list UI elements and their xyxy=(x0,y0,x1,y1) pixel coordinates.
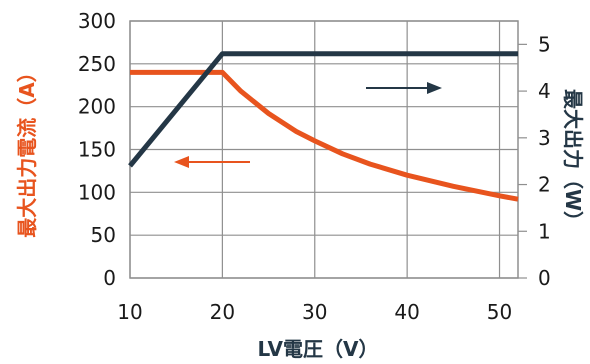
x-axis-title: LV電圧（V） xyxy=(258,337,379,361)
plot-frame xyxy=(129,20,519,279)
y-right-tick-label: 2 xyxy=(538,173,551,197)
y-left-tick-labels: 0 50 100 150 200 250 300 xyxy=(78,9,116,290)
series-line-power xyxy=(128,51,518,168)
y-right-tick-label: 4 xyxy=(538,79,551,103)
y-left-tick-label: 0 xyxy=(103,266,116,290)
annotations xyxy=(174,82,442,168)
x-tick-label: 40 xyxy=(394,300,419,324)
x-tick-label: 50 xyxy=(487,300,512,324)
y-left-tick-label: 150 xyxy=(78,138,116,162)
y-right-tick-label: 1 xyxy=(538,219,551,243)
series-layer xyxy=(128,51,519,202)
y-left-tick-label: 50 xyxy=(91,223,116,247)
x-tick-label: 30 xyxy=(302,300,327,324)
y-left-tick-label: 300 xyxy=(78,9,116,33)
series-line-current xyxy=(130,69,519,202)
y-axis-title-right: 最大出力（W） xyxy=(561,89,585,231)
y-left-tick-label: 100 xyxy=(78,180,116,204)
x-tick-label: 20 xyxy=(210,300,235,324)
y-left-tick-label: 250 xyxy=(78,52,116,76)
x-tick-label: 10 xyxy=(117,300,142,324)
arrow-to-left-axis-head xyxy=(174,156,189,168)
y-left-tick-label: 200 xyxy=(78,95,116,119)
y-right-tick-label: 5 xyxy=(538,32,551,56)
arrow-to-right-axis-head xyxy=(427,82,442,94)
y-right-tick-label: 3 xyxy=(538,126,551,150)
x-tick-labels: 10 20 30 40 50 xyxy=(117,300,512,324)
y-right-tick-label: 0 xyxy=(538,266,551,290)
y-right-tick-labels: 0 1 2 3 4 5 xyxy=(538,32,551,290)
y-axis-title-left: 最大出力電流（A） xyxy=(15,62,39,237)
